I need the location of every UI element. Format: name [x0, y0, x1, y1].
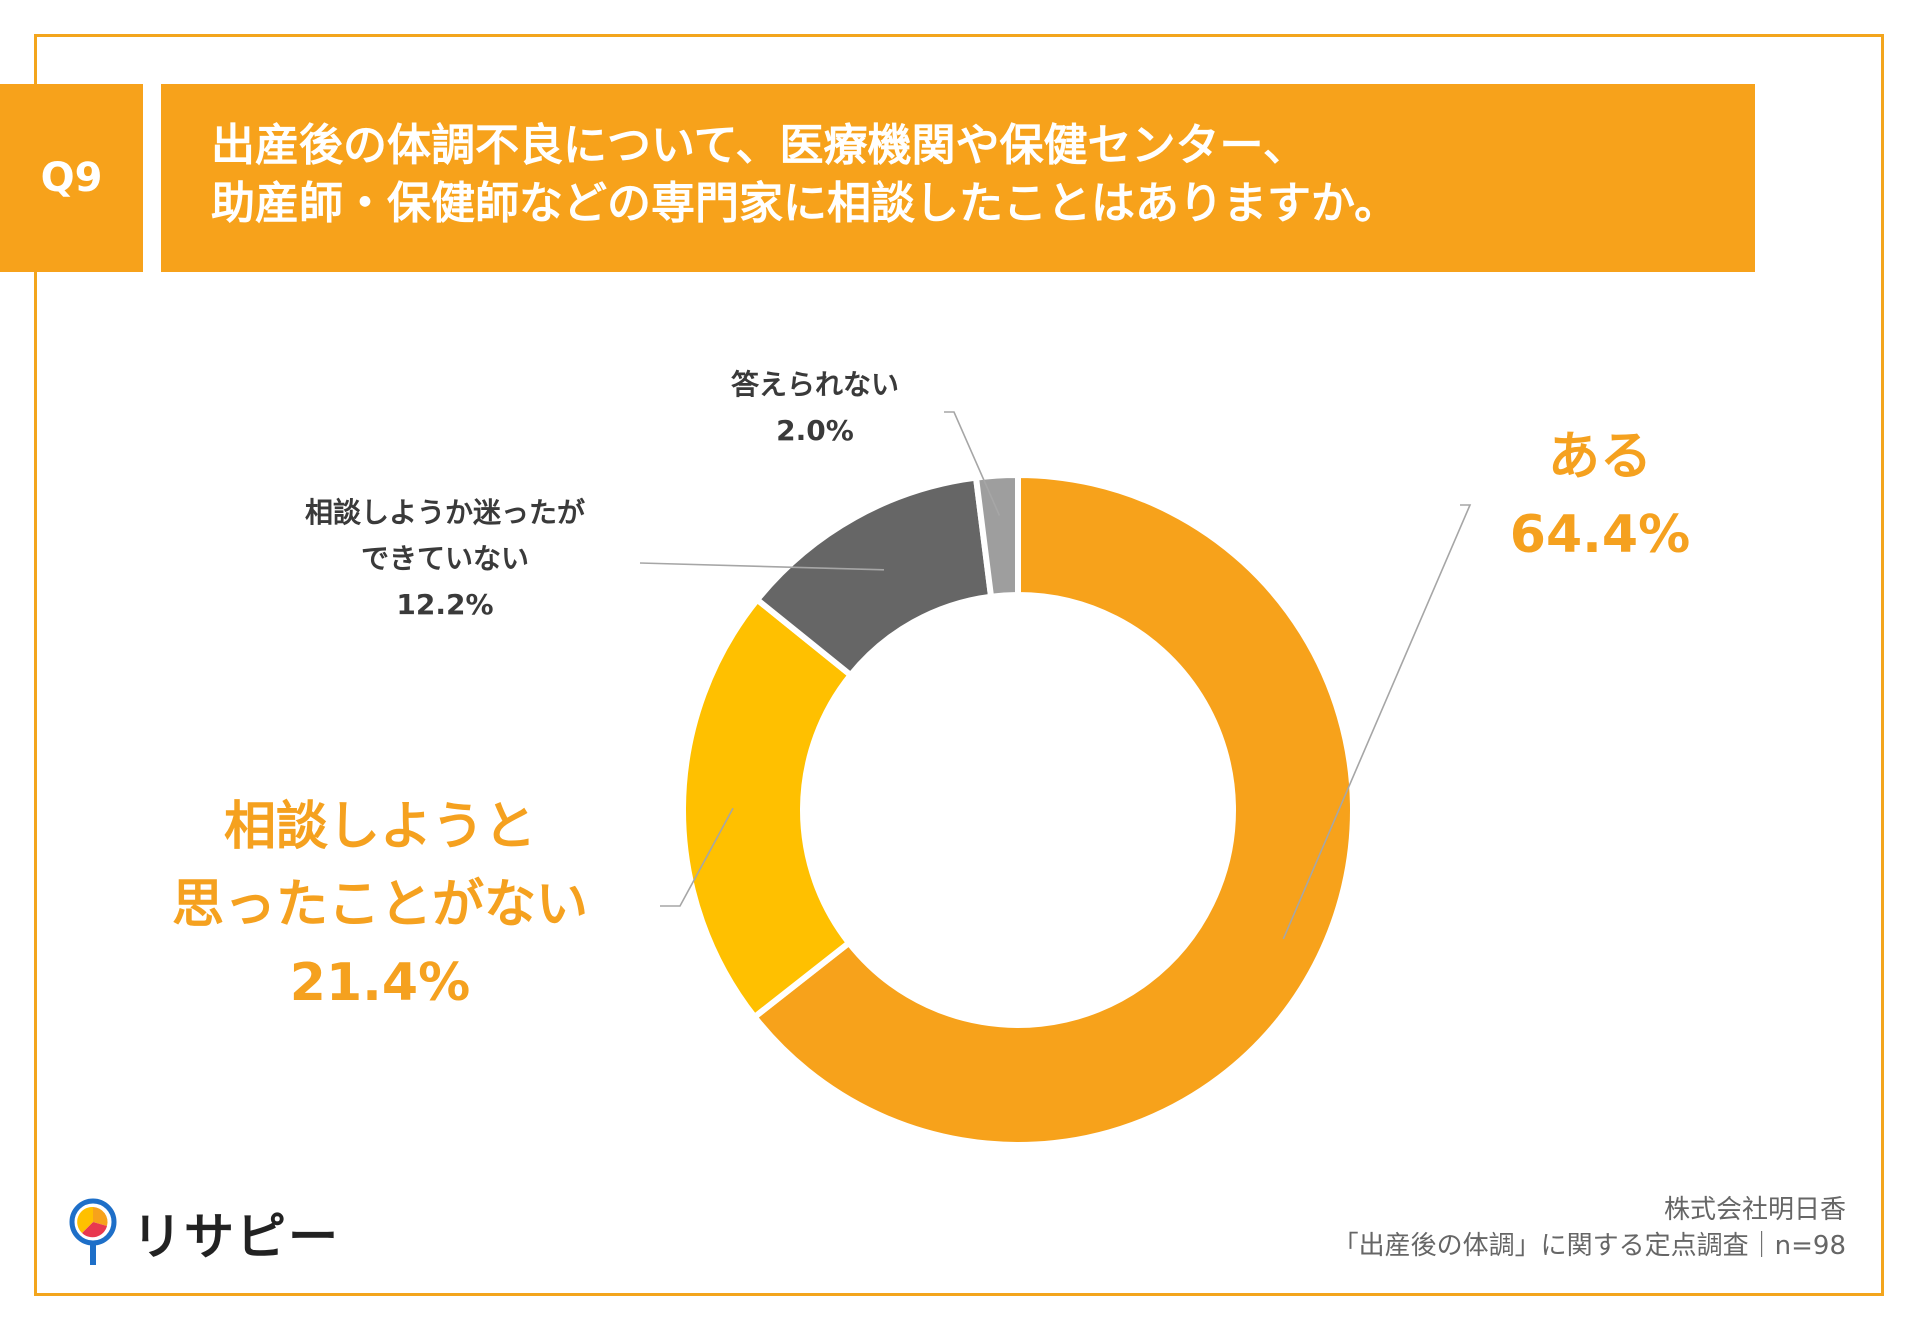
label-never-thought-line-1: 相談しようと — [223, 797, 536, 857]
logo-text: リサピー — [132, 1208, 340, 1266]
label-never-thought-value: 21.4% — [289, 953, 471, 1013]
label-hesitated-value: 12.2% — [396, 588, 494, 621]
source-note: 株式会社明日香 「出産後の体調」に関する定点調査｜n=98 — [1333, 1192, 1846, 1264]
leader-cannot-answer — [944, 411, 1001, 516]
label-never-thought: 相談しようと 思ったことがない 21.4% — [130, 788, 630, 1022]
source-survey: 「出産後の体調」に関する定点調査｜n=98 — [1332, 1231, 1846, 1261]
label-cannot-answer: 答えられない 2.0% — [690, 362, 940, 454]
leader-aru — [1282, 504, 1472, 940]
label-cannot-answer-value: 2.0% — [776, 414, 854, 447]
leader-hesitated — [639, 562, 885, 571]
donut-slices — [680, 472, 1356, 1148]
label-aru-name: ある — [1547, 427, 1652, 487]
question-title-line-1: 出産後の体調不良について、医療機関や保健センター、 — [211, 120, 1308, 171]
chart-frame — [34, 34, 1884, 1296]
logo-pin-icon — [69, 1198, 117, 1265]
label-aru-value: 64.4% — [1509, 505, 1691, 565]
label-hesitated-line-1: 相談しようか迷ったが — [304, 496, 585, 529]
question-title: 出産後の体調不良について、医療機関や保健センター、 助産師・保健師などの専門家に… — [161, 84, 1755, 272]
leader-never-thought — [660, 807, 734, 907]
slice-aru — [751, 472, 1356, 1148]
label-hesitated: 相談しようか迷ったが できていない 12.2% — [260, 490, 630, 628]
label-cannot-answer-name: 答えられない — [730, 368, 899, 401]
label-hesitated-line-2: できていない — [360, 542, 529, 575]
source-company: 株式会社明日香 — [1663, 1195, 1846, 1225]
slice-cannot-answer — [973, 472, 1021, 600]
question-number: Q9 — [40, 155, 103, 201]
slice-never-thought — [680, 596, 854, 1020]
risapy-logo: リサピー — [66, 1198, 340, 1268]
leader-lines — [639, 411, 1472, 940]
question-title-line-2: 助産師・保健師などの専門家に相談したことはありますか。 — [211, 178, 1399, 229]
label-aru: ある 64.4% — [1500, 418, 1700, 574]
label-never-thought-line-2: 思ったことがない — [171, 875, 588, 935]
question-number-badge: Q9 — [0, 84, 143, 272]
